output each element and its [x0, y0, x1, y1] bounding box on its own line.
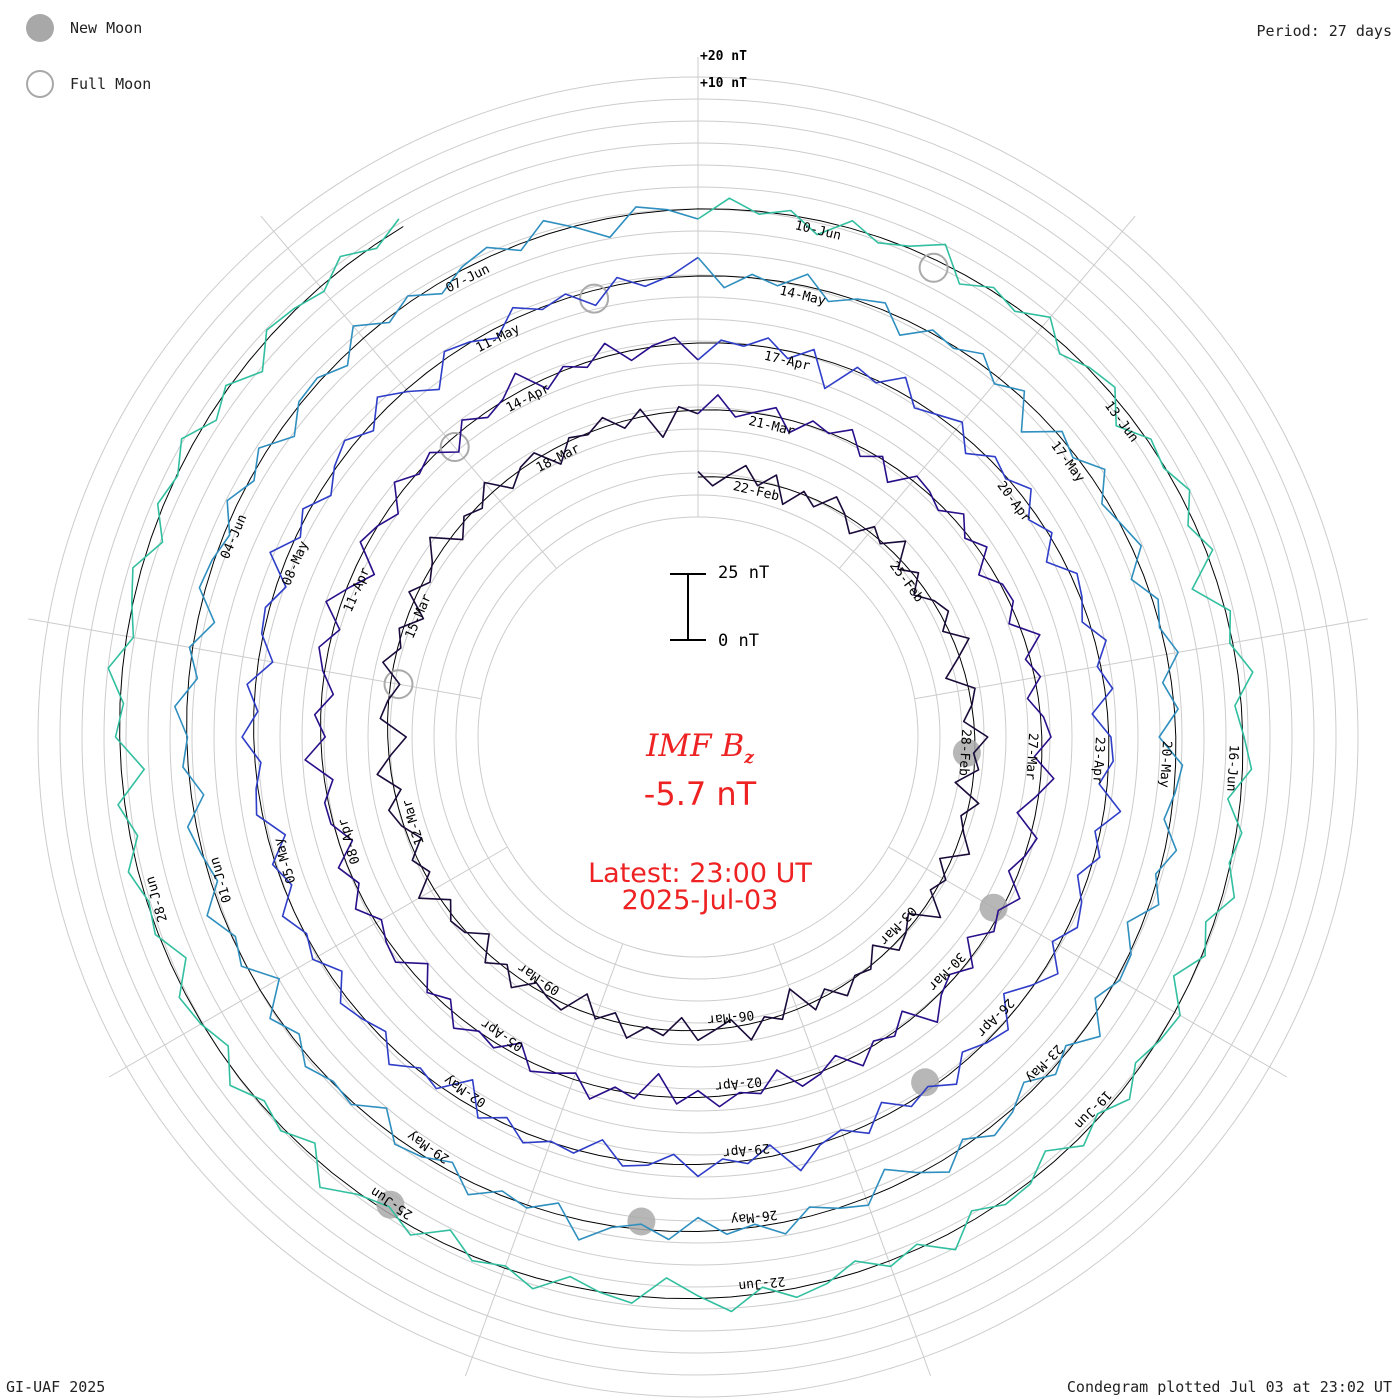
grid-spoke [914, 618, 1368, 700]
grid-spoke [108, 846, 508, 1078]
latest-date: 2025-Jul-03 [621, 885, 779, 916]
imf-title-sub: z [744, 748, 754, 769]
full-moon-marker [439, 432, 470, 462]
imf-title: IMF Bz [0, 728, 1400, 768]
ring-label-plus20: +20 nT [700, 49, 747, 64]
full-moon-marker [383, 669, 414, 700]
date-label: 26-May [730, 1206, 779, 1226]
date-label: 29-Apr [722, 1140, 771, 1160]
scale-top-label: 25 nT [718, 563, 770, 583]
bz-series [107, 197, 1254, 1313]
grid-spoke [28, 618, 482, 700]
grid-rings [37, 76, 1359, 1398]
date-label: 21-Mar [747, 414, 796, 439]
scale-bar [670, 573, 706, 641]
date-label: 16-Jun [1223, 744, 1241, 792]
period-label: Period: 27 days [1256, 22, 1392, 40]
bz-series-turn [107, 197, 1254, 1313]
bz-series-turn [376, 405, 989, 1042]
date-label: 02-Apr [714, 1073, 763, 1093]
latest-time: Latest: 23:00 UT [588, 858, 812, 889]
imf-current-value: -5.7 nT [643, 775, 757, 813]
grid-spoke [260, 215, 557, 569]
date-label: 09-Mar [515, 959, 563, 997]
bz-series-turn [174, 206, 1184, 1241]
legend-full-moon-label: Full Moon [70, 75, 152, 93]
new-moon-icon [26, 14, 54, 42]
grid-spokes [28, 57, 1368, 1377]
grid-spoke [839, 215, 1136, 569]
grid-spoke [772, 943, 932, 1377]
date-label: 05-Apr [478, 1015, 526, 1053]
footer-plotted-time: Condegram plotted Jul 03 at 23:02 UT [1066, 1378, 1392, 1396]
imf-title-main: IMF B [646, 728, 745, 764]
new-moon-marker [627, 1207, 656, 1236]
legend-new-moon-label: New Moon [70, 19, 143, 37]
date-label: 06-Mar [706, 1007, 755, 1027]
full-moon-icon [26, 70, 54, 98]
full-moon-marker [918, 252, 949, 283]
grid-spoke [888, 846, 1288, 1078]
date-label: 22-Jun [738, 1273, 786, 1293]
date-label: 29-May [405, 1127, 453, 1165]
legend-full-moon: Full Moon [26, 68, 151, 100]
new-moon-marker [979, 893, 1008, 922]
bz-series-turn [304, 336, 1055, 1108]
date-label: 27-Mar [1022, 733, 1040, 781]
grid-spoke [464, 943, 624, 1377]
footer-credit: GI-UAF 2025 [6, 1378, 106, 1396]
full-moon-marker [579, 283, 610, 314]
date-label: 10-Jun [793, 218, 842, 243]
new-moon-marker [376, 1190, 405, 1219]
scale-bottom-label: 0 nT [718, 631, 759, 651]
date-label: 28-Feb [956, 729, 974, 777]
legend-new-moon: New Moon [26, 12, 142, 44]
moon-markers [376, 252, 1008, 1236]
ring-label-plus10: +10 nT [700, 76, 747, 91]
new-moon-marker [911, 1068, 940, 1097]
new-moon-marker [952, 738, 981, 767]
date-label: 02-May [441, 1071, 489, 1109]
bz-series-turn [241, 256, 1122, 1178]
date-label: 23-Apr [1089, 736, 1107, 784]
date-label: 20-May [1156, 740, 1174, 788]
